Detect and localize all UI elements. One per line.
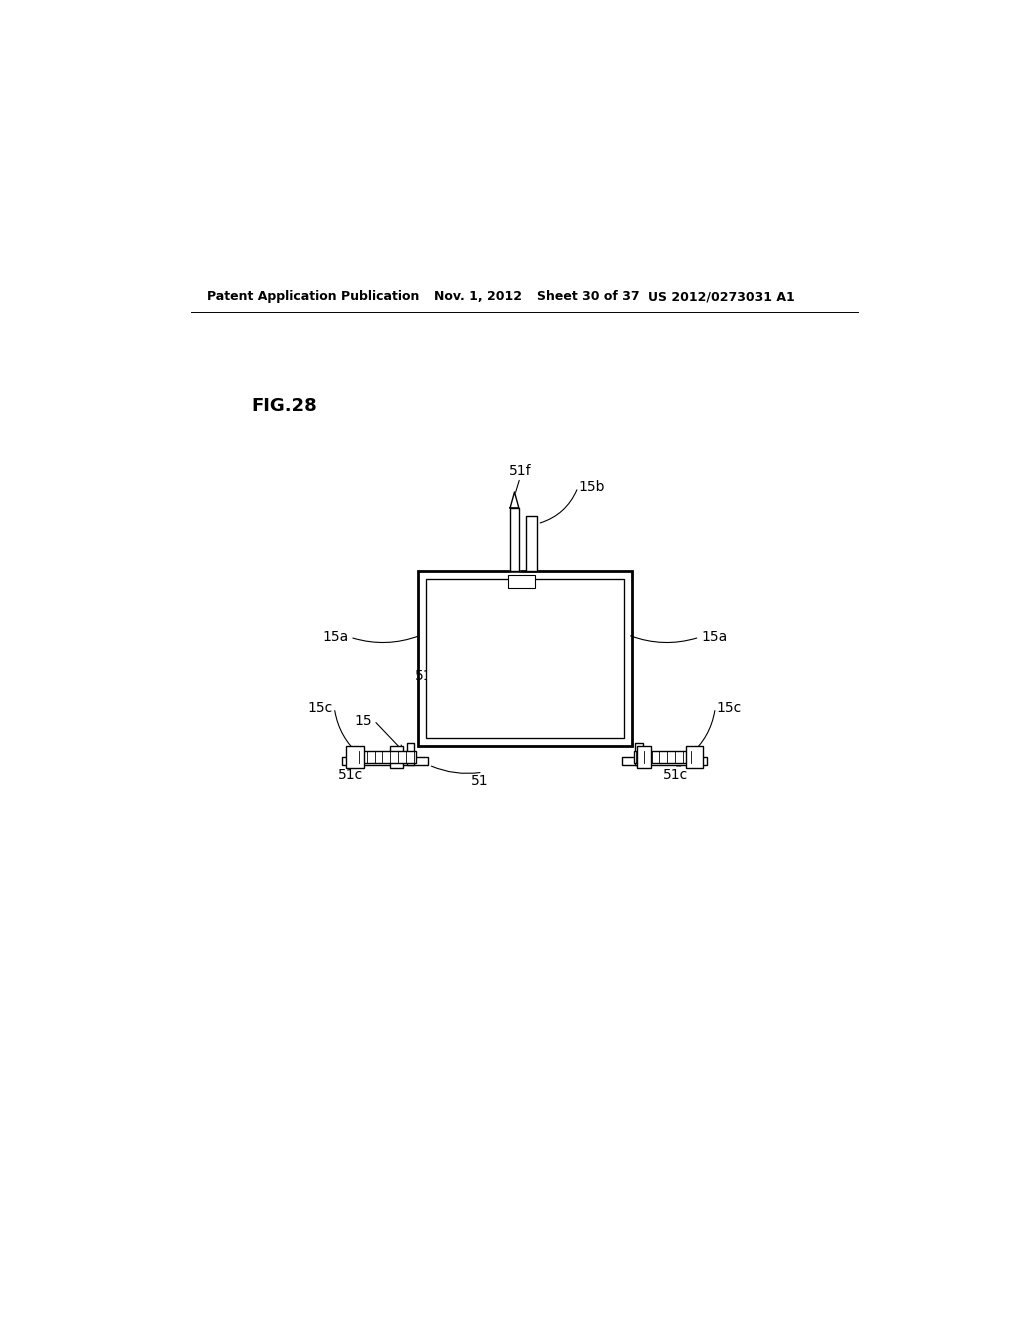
- Bar: [638, 746, 651, 768]
- Bar: [390, 746, 403, 768]
- Text: 15e: 15e: [450, 582, 475, 597]
- Bar: [508, 576, 536, 587]
- Text: 51a: 51a: [537, 669, 563, 684]
- Bar: [346, 746, 364, 768]
- Text: 15a: 15a: [323, 630, 348, 644]
- Text: 51a: 51a: [415, 669, 441, 684]
- Text: Sheet 30 of 37: Sheet 30 of 37: [537, 290, 639, 304]
- Bar: [418, 572, 632, 746]
- Bar: [407, 743, 415, 766]
- Polygon shape: [510, 492, 519, 508]
- Text: 15: 15: [354, 714, 373, 727]
- Polygon shape: [510, 508, 519, 572]
- Text: 15b: 15b: [578, 480, 604, 494]
- Text: 15c: 15c: [717, 701, 742, 715]
- Bar: [635, 743, 643, 766]
- Text: 15a: 15a: [701, 630, 727, 644]
- Text: Nov. 1, 2012: Nov. 1, 2012: [433, 290, 521, 304]
- Text: 51b: 51b: [541, 585, 567, 598]
- Text: 51f: 51f: [509, 463, 531, 478]
- Bar: [686, 746, 703, 768]
- Text: 51: 51: [471, 774, 488, 788]
- Bar: [342, 758, 428, 766]
- Bar: [426, 579, 624, 738]
- Bar: [526, 516, 538, 572]
- Bar: [622, 758, 708, 766]
- Bar: [356, 751, 416, 763]
- Text: 51c: 51c: [663, 768, 688, 783]
- Bar: [634, 751, 693, 763]
- Text: FIG.28: FIG.28: [251, 397, 316, 414]
- Text: US 2012/0273031 A1: US 2012/0273031 A1: [648, 290, 795, 304]
- Text: 51c: 51c: [338, 768, 362, 783]
- Text: 15c: 15c: [307, 701, 333, 715]
- Text: Patent Application Publication: Patent Application Publication: [207, 290, 420, 304]
